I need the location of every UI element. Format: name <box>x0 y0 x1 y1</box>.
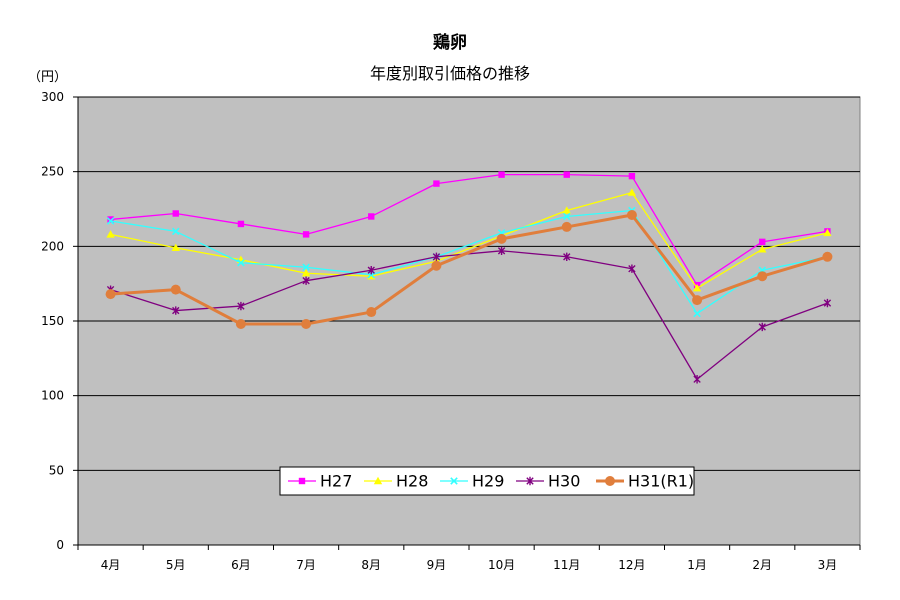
legend-label: H28 <box>396 472 428 491</box>
data-point <box>432 252 441 261</box>
x-tick-label: 9月 <box>427 558 447 572</box>
data-point <box>171 243 180 252</box>
data-point <box>605 476 615 486</box>
legend-box <box>279 466 695 496</box>
series-line <box>110 174 828 286</box>
x-tick-label: 12月 <box>618 558 645 572</box>
series-layer <box>105 171 833 384</box>
data-point <box>496 233 507 244</box>
data-point <box>693 375 701 384</box>
y-tick-label: 50 <box>49 463 64 477</box>
data-point <box>498 171 505 178</box>
data-point <box>302 276 310 285</box>
series-h31-r1 <box>105 209 833 329</box>
legend-label: H30 <box>548 472 580 491</box>
legend-label: H29 <box>472 472 504 491</box>
data-point <box>368 213 375 220</box>
data-point <box>759 238 766 246</box>
data-point <box>107 216 114 223</box>
data-point <box>563 252 571 261</box>
data-point <box>237 301 245 311</box>
data-point <box>823 298 832 308</box>
data-point <box>758 245 767 253</box>
legend-item: H30 <box>516 472 580 491</box>
legend: H27 H28 H29 H30 H31(R1) <box>279 466 695 496</box>
legend-item: H29 <box>440 472 504 491</box>
data-point <box>302 231 310 238</box>
data-point <box>170 284 181 295</box>
x-tick-label: 1月 <box>687 558 707 572</box>
data-point <box>172 306 180 315</box>
y-tick-label: 200 <box>41 239 64 253</box>
data-point <box>105 289 116 300</box>
data-point <box>561 221 572 232</box>
data-point <box>366 307 377 318</box>
series-line <box>110 213 828 326</box>
data-point <box>106 217 115 225</box>
data-point <box>563 171 570 178</box>
data-point <box>562 212 571 221</box>
legend-label: H31(R1) <box>628 472 694 491</box>
y-axis-label: （円） <box>28 70 68 85</box>
x-tick-label: 3月 <box>818 558 838 572</box>
data-point <box>235 318 246 329</box>
data-point <box>758 322 766 332</box>
x-tick-label: 5月 <box>166 558 186 572</box>
data-point <box>450 477 458 485</box>
y-tick-label: 0 <box>56 538 64 552</box>
data-point <box>628 172 636 180</box>
x-tick-label: 7月 <box>296 558 316 572</box>
y-tick-label: 100 <box>41 389 64 403</box>
legend-item: H27 <box>288 472 352 491</box>
data-point <box>301 269 311 277</box>
x-tick-label: 6月 <box>231 558 251 572</box>
data-point <box>497 246 506 256</box>
axes: 0 50 100 150 200 250 300 4月 5月 6月 7月 8月 9月 10月 11月 12月 1… <box>41 90 861 572</box>
data-point <box>757 271 768 282</box>
data-point <box>367 266 375 275</box>
data-point <box>302 263 310 272</box>
data-point <box>172 210 179 217</box>
data-point <box>237 220 245 228</box>
data-point <box>692 295 703 306</box>
y-tick-label: 300 <box>41 90 64 104</box>
x-tick-label: 11月 <box>553 558 580 572</box>
data-point <box>171 227 180 236</box>
data-point <box>433 180 440 187</box>
data-point <box>626 209 637 220</box>
legend-item: H31(R1) <box>596 472 694 491</box>
data-point <box>627 188 637 196</box>
y-tick-label: 150 <box>41 314 64 328</box>
y-tick-label: 250 <box>41 165 64 179</box>
chart-subtitle: 年度別取引価格の推移 <box>369 64 530 83</box>
x-tick-label: 10月 <box>488 558 515 572</box>
data-point <box>373 476 383 485</box>
legend-label: H27 <box>320 472 352 491</box>
series-h30 <box>106 246 832 384</box>
data-point <box>106 230 115 238</box>
data-point <box>526 476 534 486</box>
data-point <box>692 283 702 292</box>
chart-title: 鶏卵 <box>433 33 467 53</box>
data-point <box>823 228 832 237</box>
data-point <box>693 309 701 318</box>
data-point <box>431 260 442 271</box>
series-line <box>110 209 828 315</box>
x-tick-label: 2月 <box>752 558 772 572</box>
data-point <box>822 251 833 262</box>
data-point <box>628 264 636 273</box>
x-tick-label: 8月 <box>361 558 381 572</box>
data-point <box>298 477 306 485</box>
legend-item: H28 <box>364 472 428 491</box>
x-tick-label: 4月 <box>101 558 121 572</box>
data-point <box>237 258 245 267</box>
data-point <box>562 206 571 214</box>
data-point <box>301 318 312 329</box>
